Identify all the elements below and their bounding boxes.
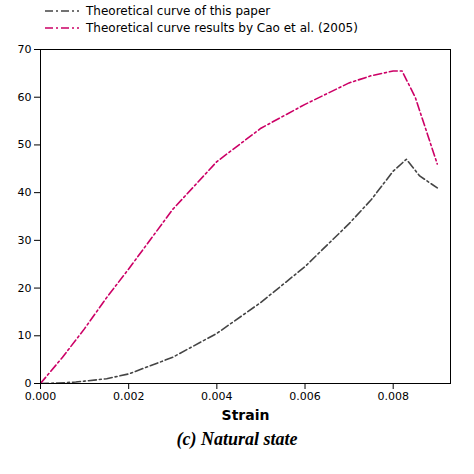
html-text:Theoretical curve results by C: Theoretical curve results by Cao et al. … (86, 21, 358, 35)
svg-text:0.002: 0.002 (113, 390, 145, 403)
svg-text:60: 60 (18, 91, 32, 104)
svg-text:0.006: 0.006 (289, 390, 321, 403)
svg-text:20: 20 (18, 282, 32, 295)
html-text:(c) Natural state: (c) Natural state (176, 429, 298, 449)
svg-text:Strain: Strain (222, 407, 270, 423)
svg-text:40: 40 (18, 186, 32, 199)
svg-text:50: 50 (18, 138, 32, 151)
svg-text:0.008: 0.008 (377, 390, 409, 403)
html-text:Theoretical curve of this pape: Theoretical curve of this paper (86, 4, 271, 18)
svg-text:10: 10 (18, 329, 32, 342)
svg-text:70: 70 (18, 43, 32, 56)
svg-text:0.000: 0.000 (25, 390, 57, 403)
svg-text:30: 30 (18, 234, 32, 247)
svg-text:0.004: 0.004 (201, 390, 233, 403)
svg-text:0: 0 (25, 377, 32, 390)
